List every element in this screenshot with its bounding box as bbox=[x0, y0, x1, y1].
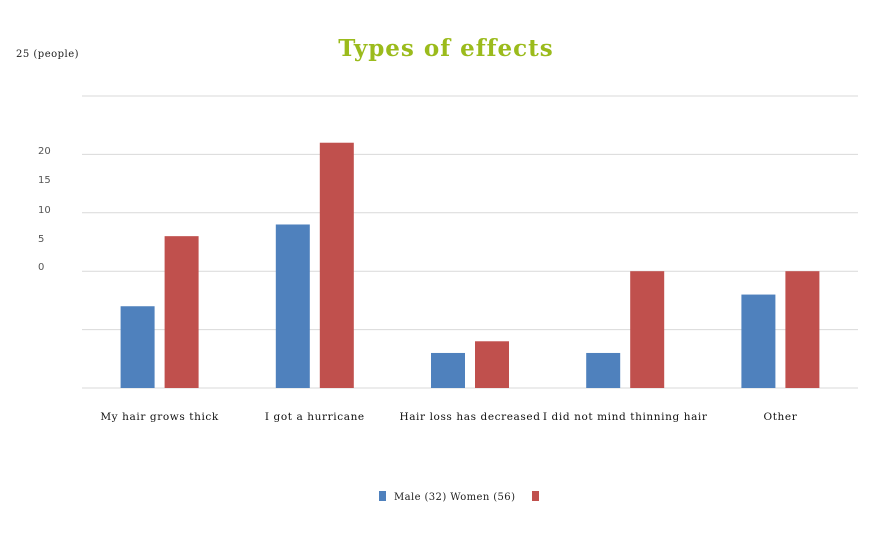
legend-swatch-women bbox=[532, 491, 539, 501]
bar-male bbox=[120, 306, 155, 388]
bar-male bbox=[586, 352, 621, 388]
x-category-label: My hair grows thick bbox=[100, 411, 219, 423]
bars bbox=[120, 142, 820, 388]
y-tick-label: 0 bbox=[38, 262, 44, 273]
legend-swatch-male bbox=[379, 491, 386, 501]
bar-women bbox=[164, 236, 199, 388]
bar-male bbox=[741, 294, 776, 388]
bar-women bbox=[319, 142, 354, 388]
x-category-label: I got a hurricane bbox=[265, 411, 365, 423]
bar-women bbox=[475, 341, 509, 388]
chart-title: Types of effects bbox=[338, 35, 554, 62]
gridlines bbox=[82, 95, 858, 389]
x-category-label: I did not mind thinning hair bbox=[543, 411, 708, 423]
y-tick-label: 5 bbox=[38, 234, 44, 245]
x-category-label: Other bbox=[763, 411, 797, 423]
bar-male bbox=[275, 224, 310, 388]
y-axis-ticks: 20 15 10 5 0 bbox=[38, 146, 51, 273]
y-axis-unit-label: 25 (people) bbox=[16, 49, 79, 60]
y-tick-label: 15 bbox=[38, 175, 51, 186]
legend-text: Male (32) Women (56) bbox=[394, 492, 515, 503]
x-category-label: Hair loss has decreased bbox=[399, 411, 540, 423]
bar-women bbox=[785, 271, 820, 388]
legend: Male (32) Women (56) bbox=[379, 491, 539, 503]
bar-male bbox=[431, 352, 465, 388]
bar-women bbox=[630, 271, 665, 388]
x-axis-labels: My hair grows thick I got a hurricane Hair… bbox=[100, 411, 797, 423]
y-tick-label: 20 bbox=[38, 146, 51, 157]
y-tick-label: 10 bbox=[38, 205, 51, 216]
